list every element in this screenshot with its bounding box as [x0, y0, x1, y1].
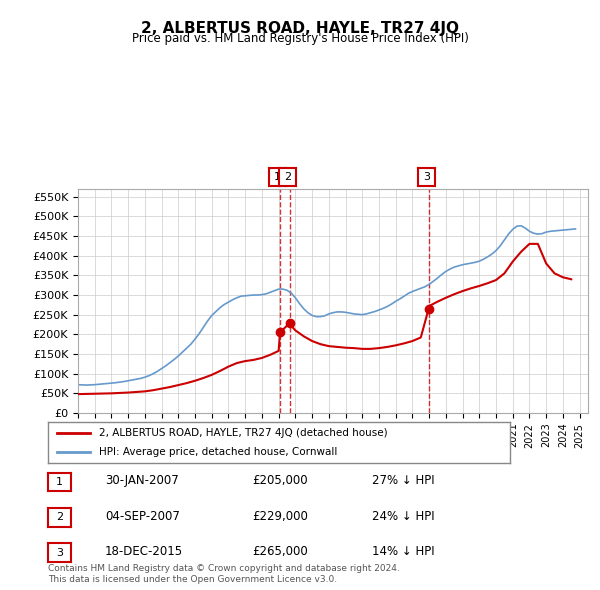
- Text: 18-DEC-2015: 18-DEC-2015: [105, 545, 183, 558]
- Text: Price paid vs. HM Land Registry's House Price Index (HPI): Price paid vs. HM Land Registry's House …: [131, 32, 469, 45]
- Text: Contains HM Land Registry data © Crown copyright and database right 2024.: Contains HM Land Registry data © Crown c…: [48, 565, 400, 573]
- Text: 2: 2: [284, 172, 291, 182]
- Text: 1: 1: [274, 172, 281, 182]
- Text: 24% ↓ HPI: 24% ↓ HPI: [372, 510, 434, 523]
- Text: HPI: Average price, detached house, Cornwall: HPI: Average price, detached house, Corn…: [99, 447, 337, 457]
- Text: 14% ↓ HPI: 14% ↓ HPI: [372, 545, 434, 558]
- Text: 2, ALBERTUS ROAD, HAYLE, TR27 4JQ (detached house): 2, ALBERTUS ROAD, HAYLE, TR27 4JQ (detac…: [99, 428, 388, 438]
- Text: 30-JAN-2007: 30-JAN-2007: [105, 474, 179, 487]
- Text: 2, ALBERTUS ROAD, HAYLE, TR27 4JQ: 2, ALBERTUS ROAD, HAYLE, TR27 4JQ: [141, 21, 459, 35]
- Text: 3: 3: [56, 548, 63, 558]
- Text: 3: 3: [423, 172, 430, 182]
- Text: £229,000: £229,000: [252, 510, 308, 523]
- Text: £265,000: £265,000: [252, 545, 308, 558]
- Text: 27% ↓ HPI: 27% ↓ HPI: [372, 474, 434, 487]
- Text: 04-SEP-2007: 04-SEP-2007: [105, 510, 180, 523]
- Text: £205,000: £205,000: [252, 474, 308, 487]
- Text: 2: 2: [56, 513, 63, 522]
- Text: This data is licensed under the Open Government Licence v3.0.: This data is licensed under the Open Gov…: [48, 575, 337, 584]
- Text: 1: 1: [56, 477, 63, 487]
